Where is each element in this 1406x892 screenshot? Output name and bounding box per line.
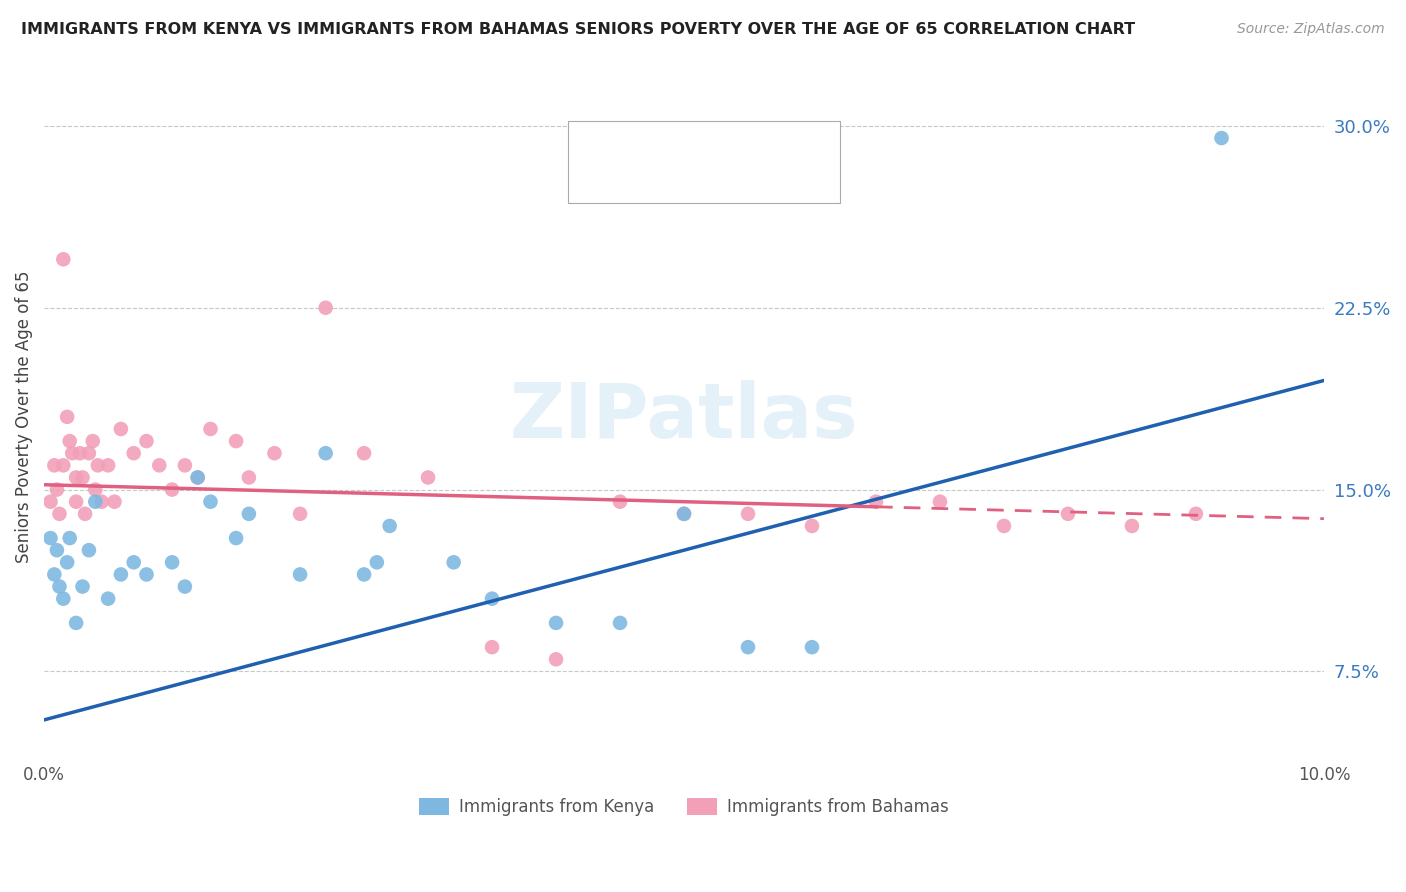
Point <box>801 519 824 533</box>
Point <box>59 531 82 545</box>
Point <box>110 567 132 582</box>
Point <box>84 494 107 508</box>
Point <box>993 519 1015 533</box>
Point <box>481 591 503 606</box>
Point <box>544 615 567 630</box>
Point <box>135 567 157 582</box>
Point <box>865 494 887 508</box>
Point <box>77 543 100 558</box>
Point <box>84 483 107 497</box>
Point <box>148 458 170 473</box>
Point <box>1185 507 1208 521</box>
Point <box>801 640 824 655</box>
Point <box>110 422 132 436</box>
Point <box>672 507 695 521</box>
Point <box>75 507 97 521</box>
Point <box>225 531 247 545</box>
Text: Source: ZipAtlas.com: Source: ZipAtlas.com <box>1237 22 1385 37</box>
Point <box>609 494 631 508</box>
Point <box>672 507 695 521</box>
Point <box>97 591 120 606</box>
Point <box>52 591 75 606</box>
Point <box>173 580 195 594</box>
Text: R = -0.047   N = 49: R = -0.047 N = 49 <box>623 166 830 184</box>
Point <box>225 434 247 449</box>
Point <box>378 519 401 533</box>
Point <box>288 507 311 521</box>
Point <box>52 252 75 267</box>
Text: IMMIGRANTS FROM KENYA VS IMMIGRANTS FROM BAHAMAS SENIORS POVERTY OVER THE AGE OF: IMMIGRANTS FROM KENYA VS IMMIGRANTS FROM… <box>21 22 1135 37</box>
Point <box>122 446 145 460</box>
Point <box>315 301 337 315</box>
Point <box>77 446 100 460</box>
Point <box>160 555 183 569</box>
Point <box>1211 131 1233 145</box>
Legend: Immigrants from Kenya, Immigrants from Bahamas: Immigrants from Kenya, Immigrants from B… <box>412 791 956 822</box>
Point <box>48 507 70 521</box>
Point <box>353 567 375 582</box>
Point <box>56 409 79 424</box>
Point <box>97 458 120 473</box>
Point <box>200 422 222 436</box>
Point <box>56 555 79 569</box>
Point <box>65 615 87 630</box>
Point <box>72 470 94 484</box>
Point <box>135 434 157 449</box>
Point <box>160 483 183 497</box>
Point <box>929 494 952 508</box>
Point <box>39 494 62 508</box>
Point <box>45 543 67 558</box>
Point <box>69 446 91 460</box>
Y-axis label: Seniors Poverty Over the Age of 65: Seniors Poverty Over the Age of 65 <box>15 270 32 563</box>
Point <box>52 458 75 473</box>
Text: ZIPatlas: ZIPatlas <box>510 380 858 454</box>
Point <box>200 494 222 508</box>
Point <box>1286 761 1309 775</box>
Point <box>173 458 195 473</box>
Point <box>353 446 375 460</box>
Point <box>65 470 87 484</box>
Point <box>187 470 209 484</box>
Point <box>238 507 260 521</box>
Point <box>60 446 83 460</box>
Point <box>45 483 67 497</box>
Point <box>39 531 62 545</box>
Point <box>187 470 209 484</box>
Point <box>288 567 311 582</box>
Point <box>443 555 465 569</box>
Point <box>87 458 110 473</box>
Point <box>238 470 260 484</box>
Point <box>263 446 285 460</box>
Point <box>44 567 66 582</box>
Point <box>82 434 104 449</box>
Point <box>90 494 112 508</box>
Point <box>737 640 759 655</box>
Point <box>481 640 503 655</box>
Point <box>48 580 70 594</box>
Point <box>315 446 337 460</box>
Point <box>103 494 125 508</box>
Point <box>416 470 439 484</box>
Point <box>59 434 82 449</box>
Point <box>737 507 759 521</box>
Point <box>65 494 87 508</box>
Point <box>44 458 66 473</box>
Point <box>1121 519 1143 533</box>
Point <box>544 652 567 666</box>
Point <box>1057 507 1080 521</box>
Text: R =  0.316   N = 34: R = 0.316 N = 34 <box>623 131 830 149</box>
Point <box>366 555 388 569</box>
Point <box>122 555 145 569</box>
Point <box>72 580 94 594</box>
Point <box>609 615 631 630</box>
